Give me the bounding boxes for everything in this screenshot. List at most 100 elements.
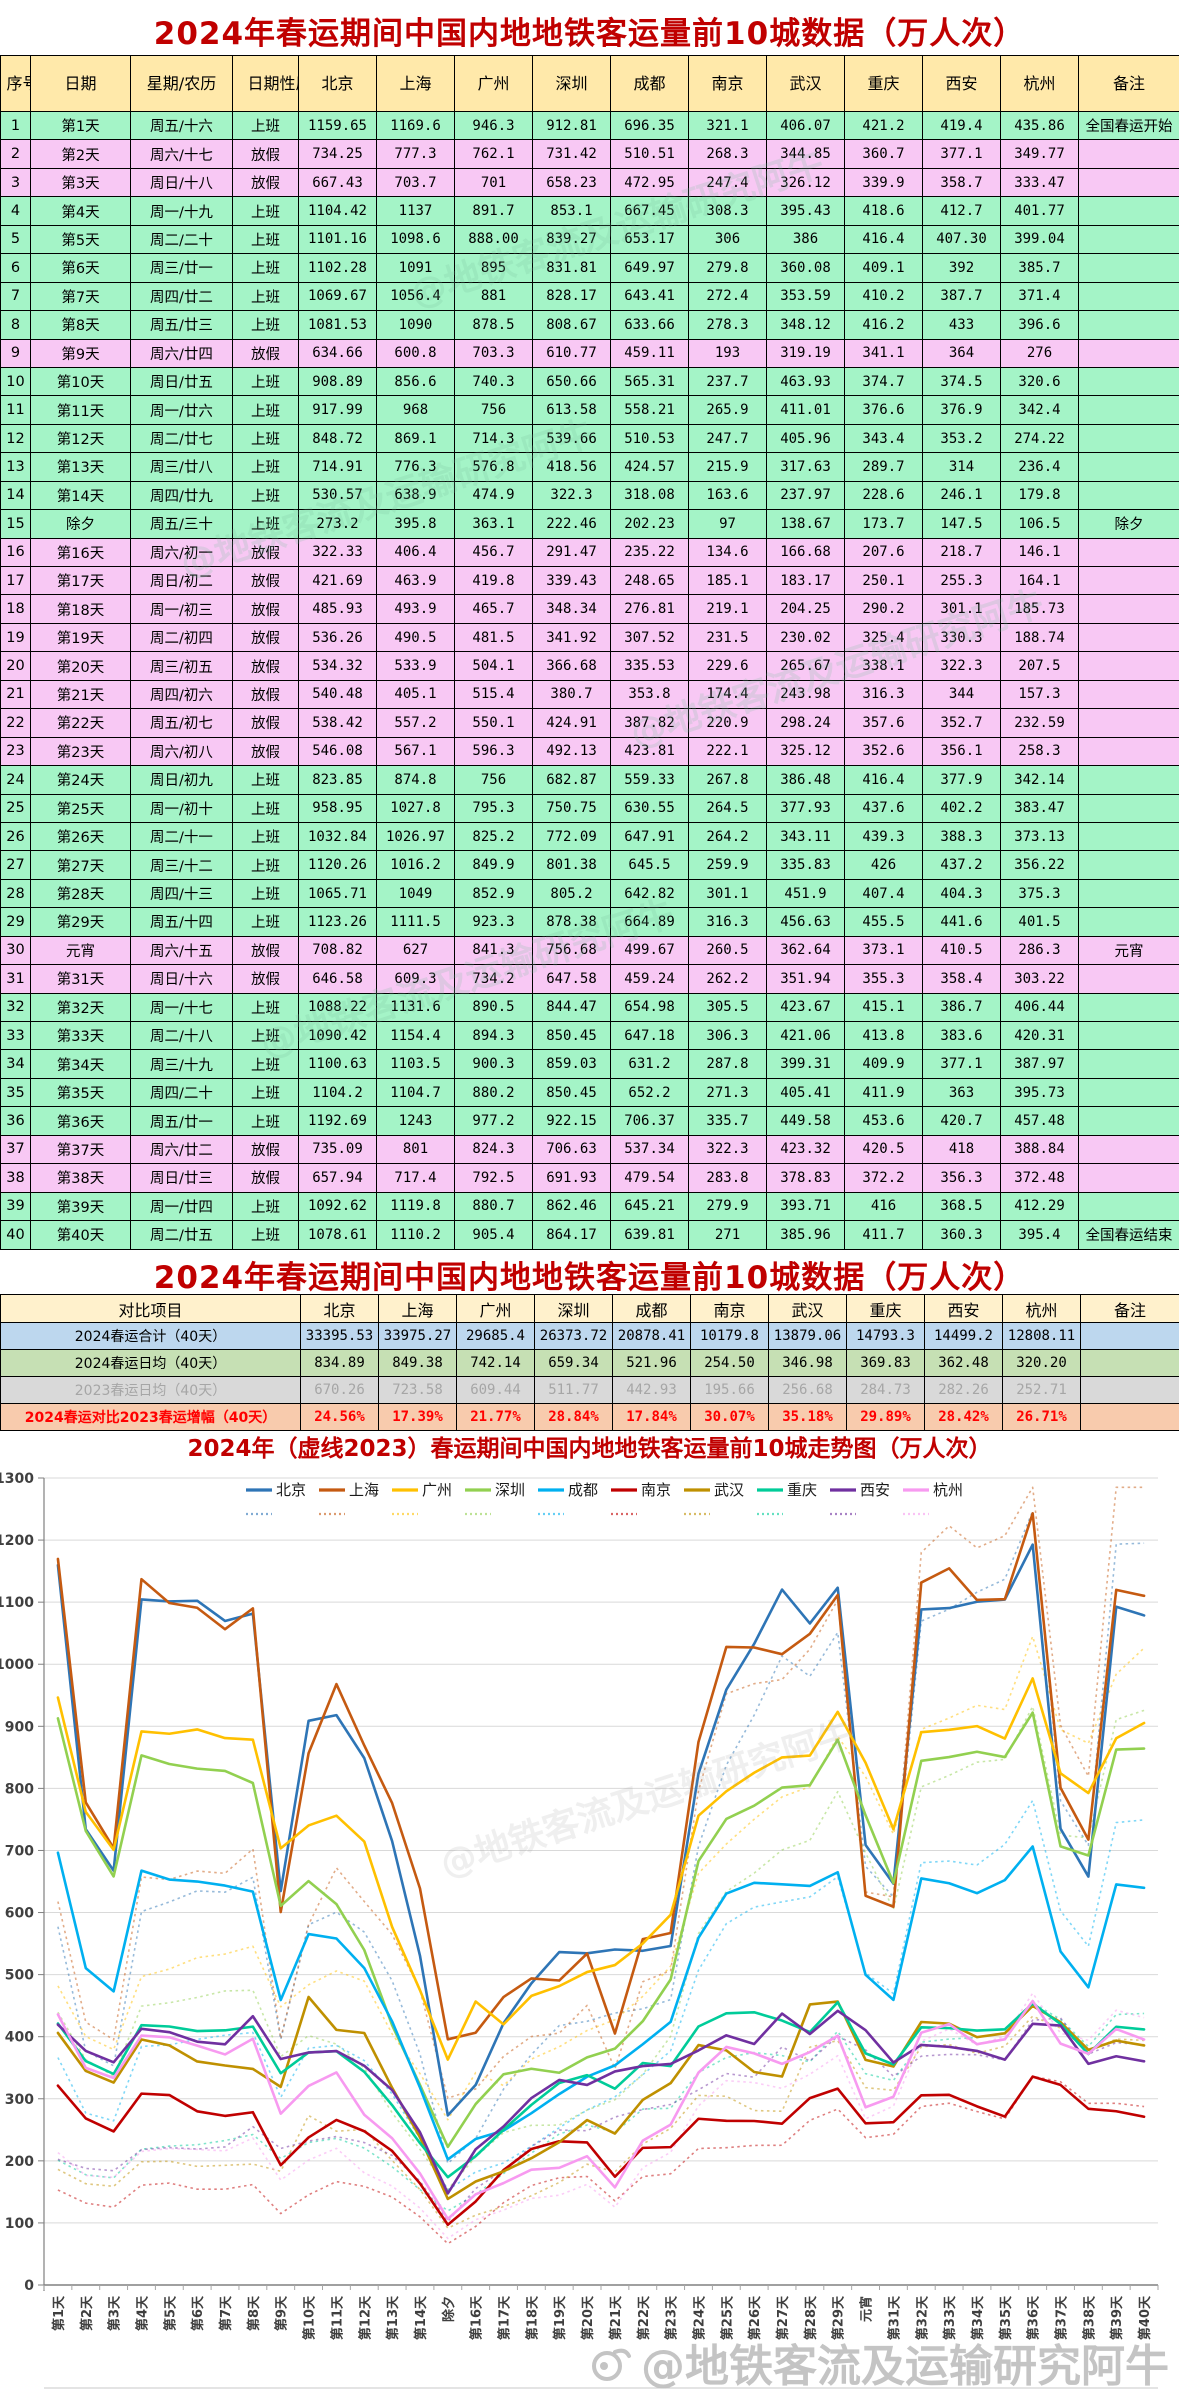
cell-value: 267.8 — [688, 765, 767, 795]
cell-value: 1103.5 — [376, 1049, 455, 1079]
cell-value: 420.31 — [1000, 1020, 1079, 1051]
cell-value: 174.4 — [688, 679, 767, 710]
cell-index: 30 — [0, 935, 31, 966]
cell-index: 2 — [0, 139, 31, 169]
cell-value: 392 — [922, 253, 1001, 283]
cell-value: 360.7 — [844, 139, 923, 169]
cell-value: 642.82 — [610, 878, 689, 909]
cell-date: 第39天 — [30, 1191, 131, 1222]
cell-week: 周六/廿四 — [130, 338, 233, 368]
table-row: 19 第19天 周二/初四 放假 536.26 490.5 481.5 341.92 307.5… — [0, 622, 1179, 653]
cell-note — [1078, 992, 1179, 1023]
cell-value: 831.81 — [532, 253, 611, 283]
table-row: 4 第4天 周一/十九 上班 1104.42 1137 891.7 853.1 667.45 30… — [0, 196, 1179, 226]
line-2023-西安 — [57, 2017, 1145, 2223]
cell-value: 289.7 — [844, 452, 923, 482]
summary-cell-note — [1080, 1376, 1179, 1404]
cell-value: 356.3 — [922, 1163, 1001, 1193]
summary-cell-value: 26.71% — [1002, 1403, 1081, 1431]
y-axis-label: 100 — [5, 2216, 34, 2232]
summary-cell-value: 252.71 — [1002, 1376, 1081, 1404]
cell-value: 338.1 — [844, 651, 923, 681]
cell-note — [1078, 338, 1179, 368]
cell-value: 1088.22 — [298, 992, 377, 1023]
summary-column-header: 广州 — [456, 1294, 535, 1323]
cell-value: 339.43 — [532, 565, 611, 596]
x-axis-label: 第39天 — [1109, 2295, 1125, 2340]
cell-value: 380.7 — [532, 679, 611, 710]
cell-note — [1078, 1020, 1179, 1051]
cell-index: 12 — [0, 423, 31, 454]
column-header: 南京 — [688, 55, 767, 112]
cell-value: 805.2 — [532, 878, 611, 909]
cell-week: 周四/初六 — [130, 679, 233, 710]
x-axis-label: 第12天 — [357, 2295, 373, 2340]
x-axis-label: 第6天 — [190, 2295, 206, 2331]
cell-value: 360.08 — [766, 253, 845, 283]
cell-index: 7 — [0, 281, 31, 312]
cell-daytype: 上班 — [232, 395, 299, 425]
cell-value: 1069.67 — [298, 281, 377, 312]
cell-note — [1078, 821, 1179, 852]
cell-value: 402.2 — [922, 793, 1001, 823]
cell-date: 第23天 — [30, 736, 131, 767]
cell-week: 周一/初三 — [130, 594, 233, 624]
cell-value: 864.17 — [532, 1220, 611, 1250]
column-header: 武汉 — [766, 55, 845, 112]
cell-daytype: 上班 — [232, 1191, 299, 1222]
cell-value: 413.8 — [844, 1020, 923, 1051]
table-row: 29 第29天 周五/十四 上班 1123.26 1111.5 923.3 878.38 664… — [0, 907, 1179, 937]
cell-index: 29 — [0, 907, 31, 937]
cell-note — [1078, 480, 1179, 511]
cell-value: 255.3 — [922, 565, 1001, 596]
x-axis-label: 第31天 — [886, 2295, 902, 2340]
cell-week: 周三/廿一 — [130, 253, 233, 283]
cell-value: 373.1 — [844, 935, 923, 966]
cell-value: 411.9 — [844, 1077, 923, 1108]
cell-note: 元宵 — [1078, 935, 1179, 966]
cell-value: 1111.5 — [376, 907, 455, 937]
table-row: 12 第12天 周二/廿七 上班 848.72 869.1 714.3 539.66 510.5… — [0, 423, 1179, 454]
cell-note — [1078, 423, 1179, 454]
cell-value: 1065.71 — [298, 878, 377, 909]
y-axis-label: 1300 — [0, 1471, 34, 1487]
cell-week: 周一/十九 — [130, 196, 233, 226]
cell-value: 1137 — [376, 196, 455, 226]
cell-daytype: 放假 — [232, 1163, 299, 1193]
cell-value: 387.97 — [1000, 1049, 1079, 1079]
cell-value: 828.17 — [532, 281, 611, 312]
cell-value: 701 — [454, 167, 533, 198]
cell-value: 412.29 — [1000, 1191, 1079, 1222]
column-header: 杭州 — [1000, 55, 1079, 112]
cell-value: 439.3 — [844, 821, 923, 852]
cell-value: 207.5 — [1000, 651, 1079, 681]
line-2023-南京 — [57, 2075, 1145, 2245]
cell-value: 1104.7 — [376, 1077, 455, 1108]
summary-header-row: 对比项目 北京 上海 广州 深圳 成都 南京 武汉 重庆 西安 杭州 备注 — [0, 1294, 1179, 1323]
cell-value: 278.3 — [688, 310, 767, 340]
legend-label-上海: 上海 — [349, 1481, 379, 1499]
cell-value: 539.66 — [532, 423, 611, 454]
x-axis-label: 第24天 — [691, 2295, 707, 2340]
cell-index: 11 — [0, 395, 31, 425]
cell-value: 449.58 — [766, 1106, 845, 1136]
cell-note — [1078, 765, 1179, 795]
summary-cell-value: 362.48 — [924, 1349, 1003, 1377]
legend-label-西安: 西安 — [860, 1481, 890, 1499]
cell-value: 401.77 — [1000, 196, 1079, 226]
summary-cell-value: 670.26 — [300, 1376, 379, 1404]
table-row: 31 第31天 周日/十六 放假 646.58 609.3 734.2 647.58 459.2… — [0, 964, 1179, 994]
x-axis-label: 第33天 — [942, 2295, 958, 2340]
cell-value: 204.25 — [766, 594, 845, 624]
summary-column-header: 北京 — [300, 1294, 379, 1323]
cell-value: 558.21 — [610, 395, 689, 425]
cell-week: 周六/十五 — [130, 935, 233, 966]
cell-value: 352.7 — [922, 708, 1001, 738]
x-axis-label: 第14天 — [413, 2295, 429, 2340]
cell-value: 1016.2 — [376, 850, 455, 880]
cell-value: 401.5 — [1000, 907, 1079, 937]
cell-value: 1104.42 — [298, 196, 377, 226]
cell-value: 923.3 — [454, 907, 533, 937]
cell-index: 38 — [0, 1163, 31, 1193]
legend-label-广州: 广州 — [422, 1481, 452, 1499]
